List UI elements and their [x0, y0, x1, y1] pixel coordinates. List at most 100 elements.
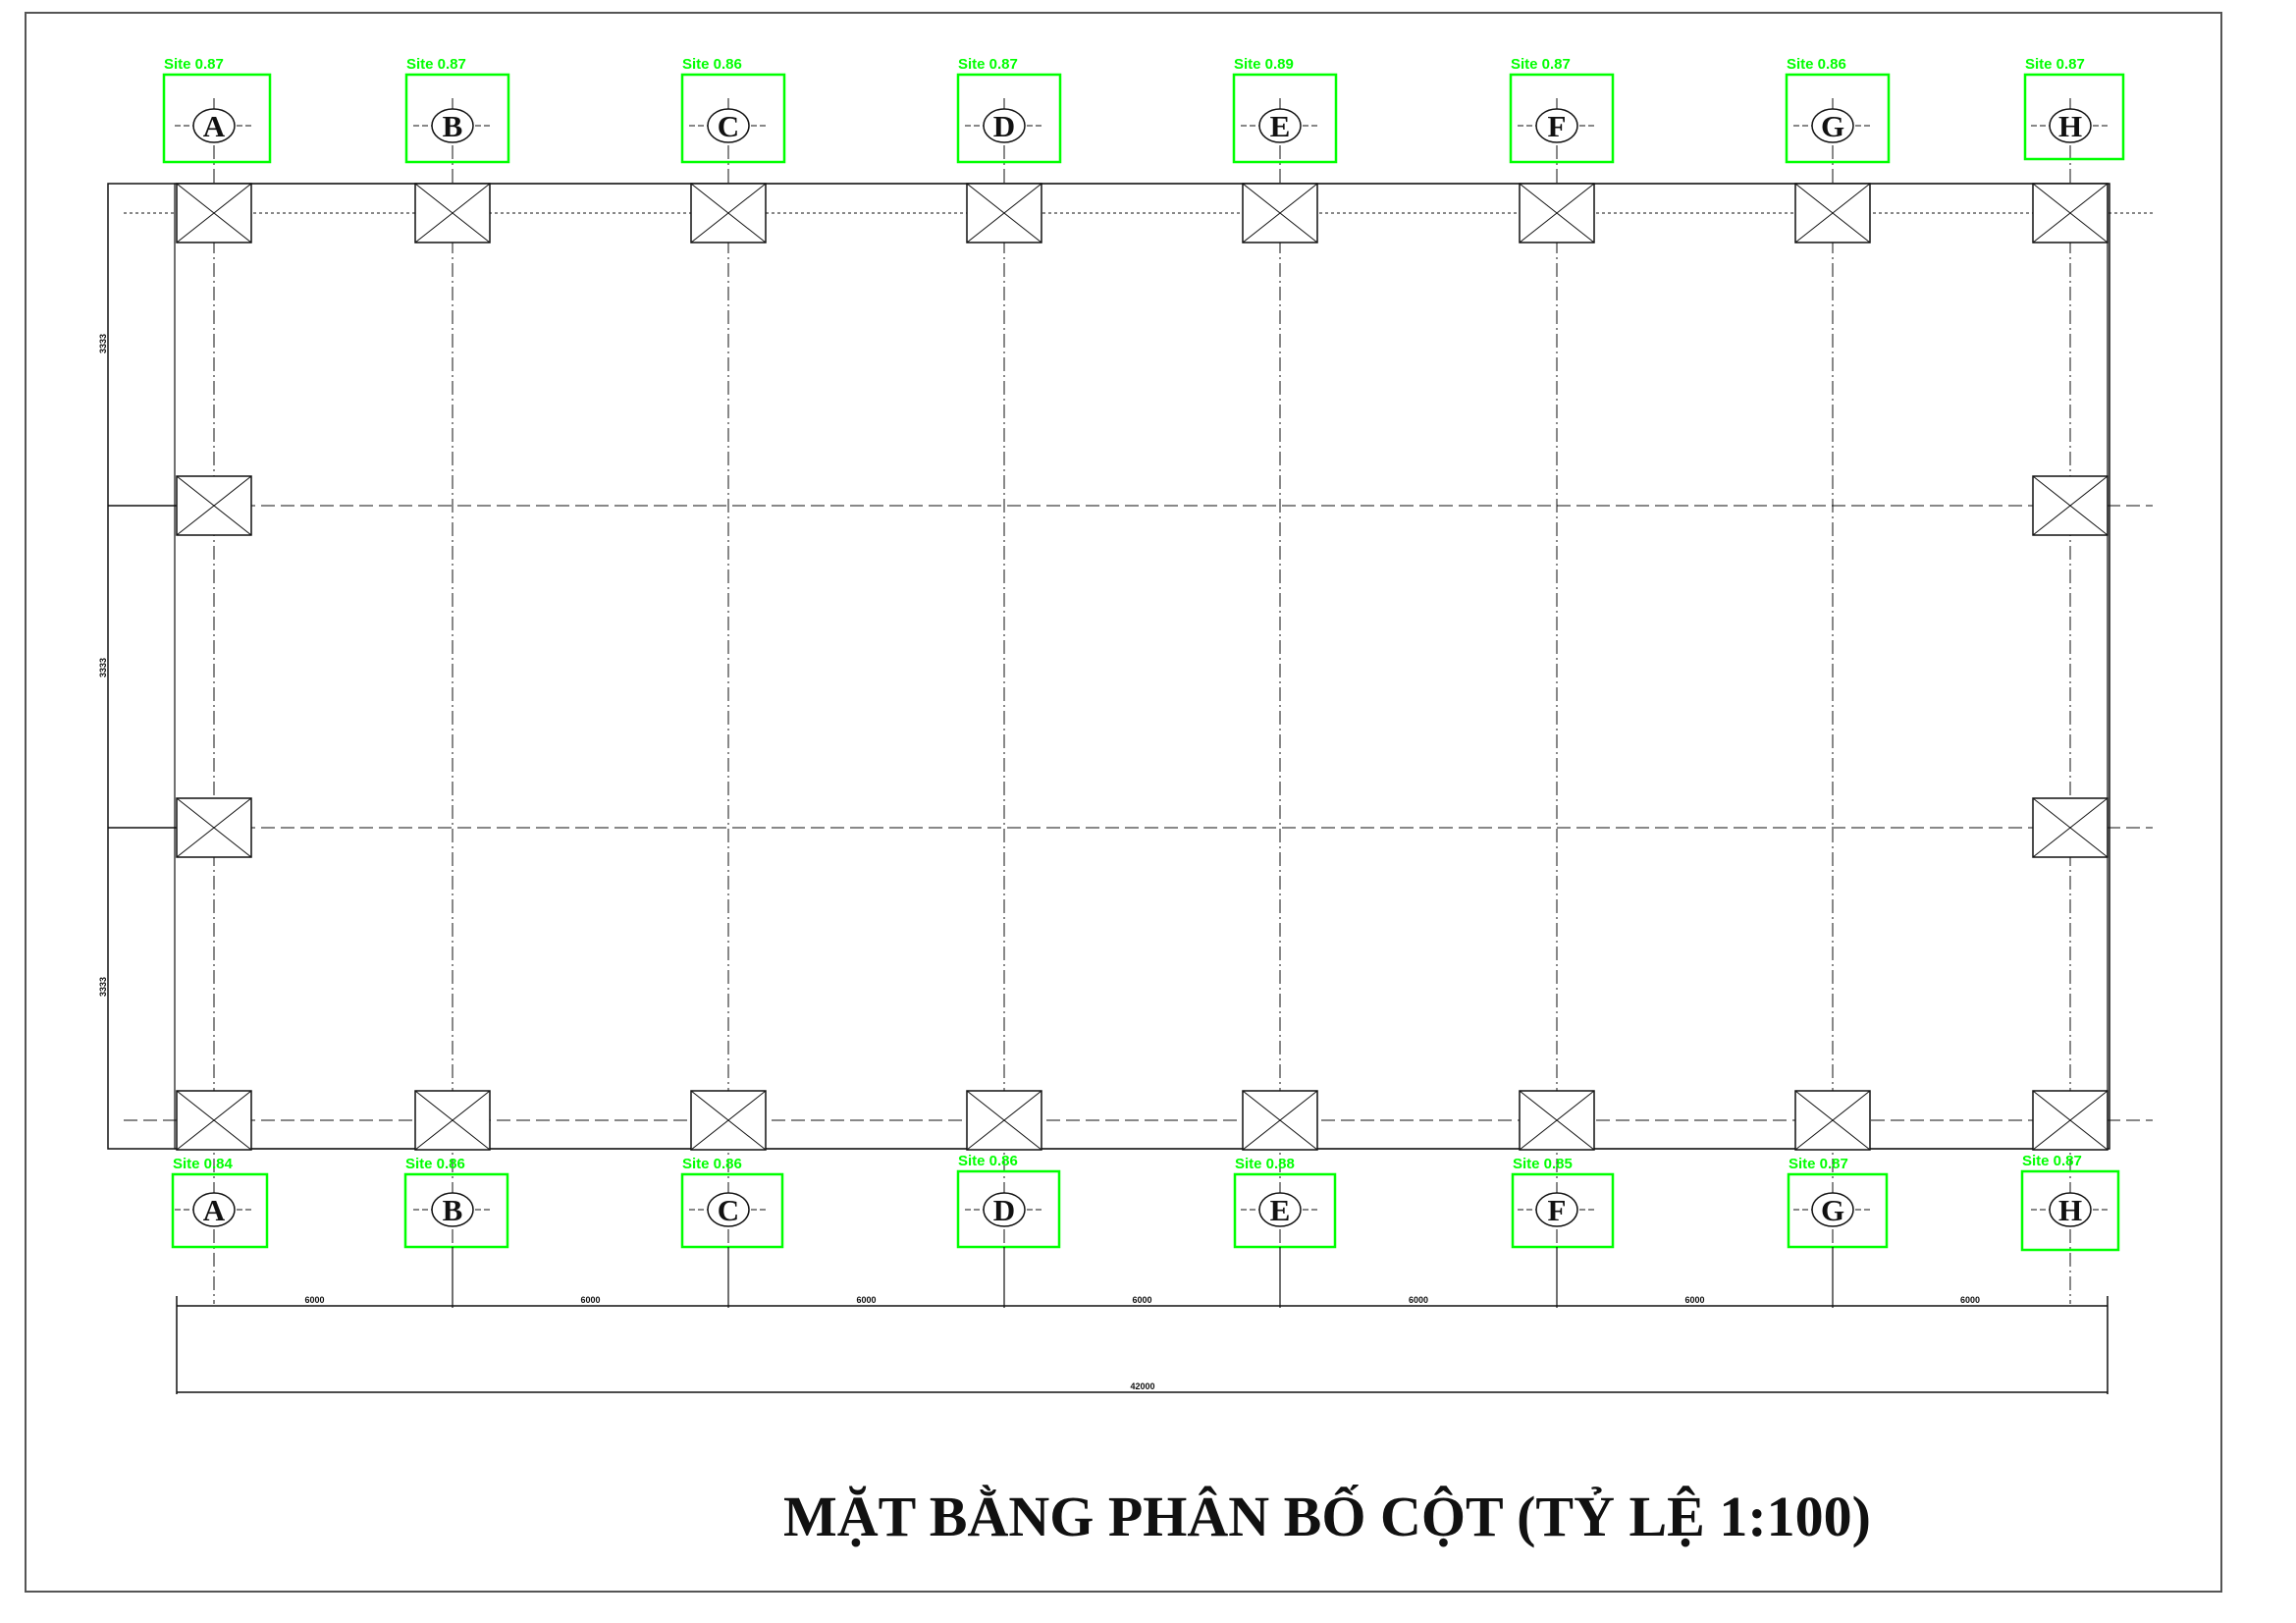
- detection-box-c: Site 0.86: [680, 56, 786, 164]
- detection-rect: [956, 73, 1062, 164]
- building-outline: [107, 183, 2110, 1150]
- axis-bubble-f: F: [1518, 108, 1596, 143]
- span-dimension: 6000: [856, 1295, 876, 1305]
- side-dimension: 3333: [98, 977, 108, 997]
- detection-box-a: Site 0.87: [162, 56, 272, 164]
- side-dimension: 3333: [98, 658, 108, 677]
- detections-bottom: Site 0.84 Site 0.86 Site 0.86 Site 0.86 Site…: [171, 1153, 2120, 1252]
- axis-bubble-b: B: [413, 1192, 492, 1227]
- detection-box-e: Site 0.89: [1232, 56, 1338, 164]
- detection-rect: [1511, 1172, 1615, 1249]
- detection-label: Site 0.87: [2025, 56, 2085, 73]
- column-cross: [1519, 1090, 1595, 1151]
- detection-box-b: Site 0.86: [403, 1156, 509, 1249]
- detection-rect: [956, 1169, 1061, 1249]
- axis-bubble-circle: [707, 1192, 750, 1227]
- axis-letter: E: [1270, 1193, 1291, 1227]
- span-dimension: 6000: [1409, 1295, 1428, 1305]
- axis-bubble-circle: [983, 108, 1026, 143]
- detection-box-f: Site 0.87: [1509, 56, 1615, 164]
- column: [690, 1090, 767, 1151]
- sheet-border: [25, 12, 2222, 1593]
- axis-bubble-circle: [431, 1192, 474, 1227]
- column-cross: [2032, 475, 2109, 536]
- span-dimension: 6000: [304, 1295, 324, 1305]
- axis-bubble-circle: [192, 1192, 236, 1227]
- detection-rect: [404, 73, 510, 164]
- column-cross: [2032, 1090, 2109, 1151]
- detection-box-g: Site 0.87: [1787, 1156, 1889, 1249]
- column: [966, 1090, 1042, 1151]
- axis-bubble-circle: [1811, 1192, 1854, 1227]
- axis-letter: H: [2058, 109, 2082, 143]
- detection-box-b: Site 0.87: [404, 56, 510, 164]
- column-cross: [966, 183, 1042, 243]
- column-cross: [1242, 183, 1318, 243]
- column: [176, 475, 252, 536]
- detection-rect: [1233, 1172, 1337, 1249]
- axis-letter: H: [2058, 1193, 2082, 1227]
- detection-label: Site 0.86: [682, 56, 742, 73]
- detection-label: Site 0.87: [164, 56, 224, 73]
- detection-label: Site 0.87: [1511, 56, 1571, 73]
- detection-rect: [680, 73, 786, 164]
- detection-box-d: Site 0.86: [956, 1153, 1061, 1249]
- detection-label: Site 0.86: [958, 1153, 1018, 1169]
- axis-bubbles-top: A B C D E F G H: [175, 108, 2109, 143]
- column-cross: [414, 183, 491, 243]
- column: [176, 1090, 252, 1151]
- axis-letter: F: [1548, 1193, 1567, 1227]
- overall-dimension: 42000: [1130, 1381, 1154, 1391]
- axis-letter: B: [443, 109, 463, 143]
- axis-bubble-circle: [2049, 108, 2092, 143]
- axis-bubble-circle: [192, 108, 236, 143]
- detection-box-c: Site 0.86: [680, 1156, 784, 1249]
- column-cross: [176, 475, 252, 536]
- column-cross: [2032, 797, 2109, 858]
- axis-bubble-e: E: [1241, 1192, 1319, 1227]
- detection-rect: [680, 1172, 784, 1249]
- column-cross: [690, 1090, 767, 1151]
- detection-label: Site 0.89: [1234, 56, 1294, 73]
- axis-letter: G: [1821, 1193, 1844, 1227]
- axis-letter: A: [203, 109, 226, 143]
- side-dimension: 3333: [98, 334, 108, 353]
- axis-bubble-circle: [1258, 1192, 1302, 1227]
- detection-label: Site 0.87: [406, 56, 466, 73]
- axis-bubble-a: A: [175, 1192, 253, 1227]
- column: [2032, 1090, 2109, 1151]
- column: [1519, 183, 1595, 243]
- detection-box-a: Site 0.84: [171, 1156, 269, 1249]
- detection-rect: [1509, 73, 1615, 164]
- axis-bubble-b: B: [413, 108, 492, 143]
- column: [690, 183, 767, 243]
- column-cross: [1519, 183, 1595, 243]
- axis-bubble-d: D: [965, 108, 1043, 143]
- column-cross: [966, 1090, 1042, 1151]
- detection-label: Site 0.86: [682, 1156, 742, 1172]
- axis-bubble-f: F: [1518, 1192, 1596, 1227]
- axis-bubble-a: A: [175, 108, 253, 143]
- column-cross: [176, 797, 252, 858]
- axis-bubble-h: H: [2031, 1192, 2109, 1227]
- axis-letter: E: [1270, 109, 1291, 143]
- axis-letter: D: [993, 109, 1015, 143]
- column: [2032, 183, 2109, 243]
- axis-bubble-circle: [431, 108, 474, 143]
- axis-bubble-c: C: [689, 108, 768, 143]
- detection-box-e: Site 0.88: [1233, 1156, 1337, 1249]
- detection-rect: [1232, 73, 1338, 164]
- column-markers: [176, 183, 2109, 1151]
- axis-bubble-g: G: [1793, 108, 1872, 143]
- axis-bubble-e: E: [1241, 108, 1319, 143]
- column: [2032, 797, 2109, 858]
- column-cross: [2032, 183, 2109, 243]
- detection-label: Site 0.87: [1789, 1156, 1848, 1172]
- axis-letter: F: [1548, 109, 1567, 143]
- span-dimension: 6000: [1960, 1295, 1980, 1305]
- column-cross: [690, 183, 767, 243]
- detection-label: Site 0.86: [1787, 56, 1846, 73]
- column: [1519, 1090, 1595, 1151]
- detection-label: Site 0.85: [1513, 1156, 1573, 1172]
- detection-box-g: Site 0.86: [1785, 56, 1891, 164]
